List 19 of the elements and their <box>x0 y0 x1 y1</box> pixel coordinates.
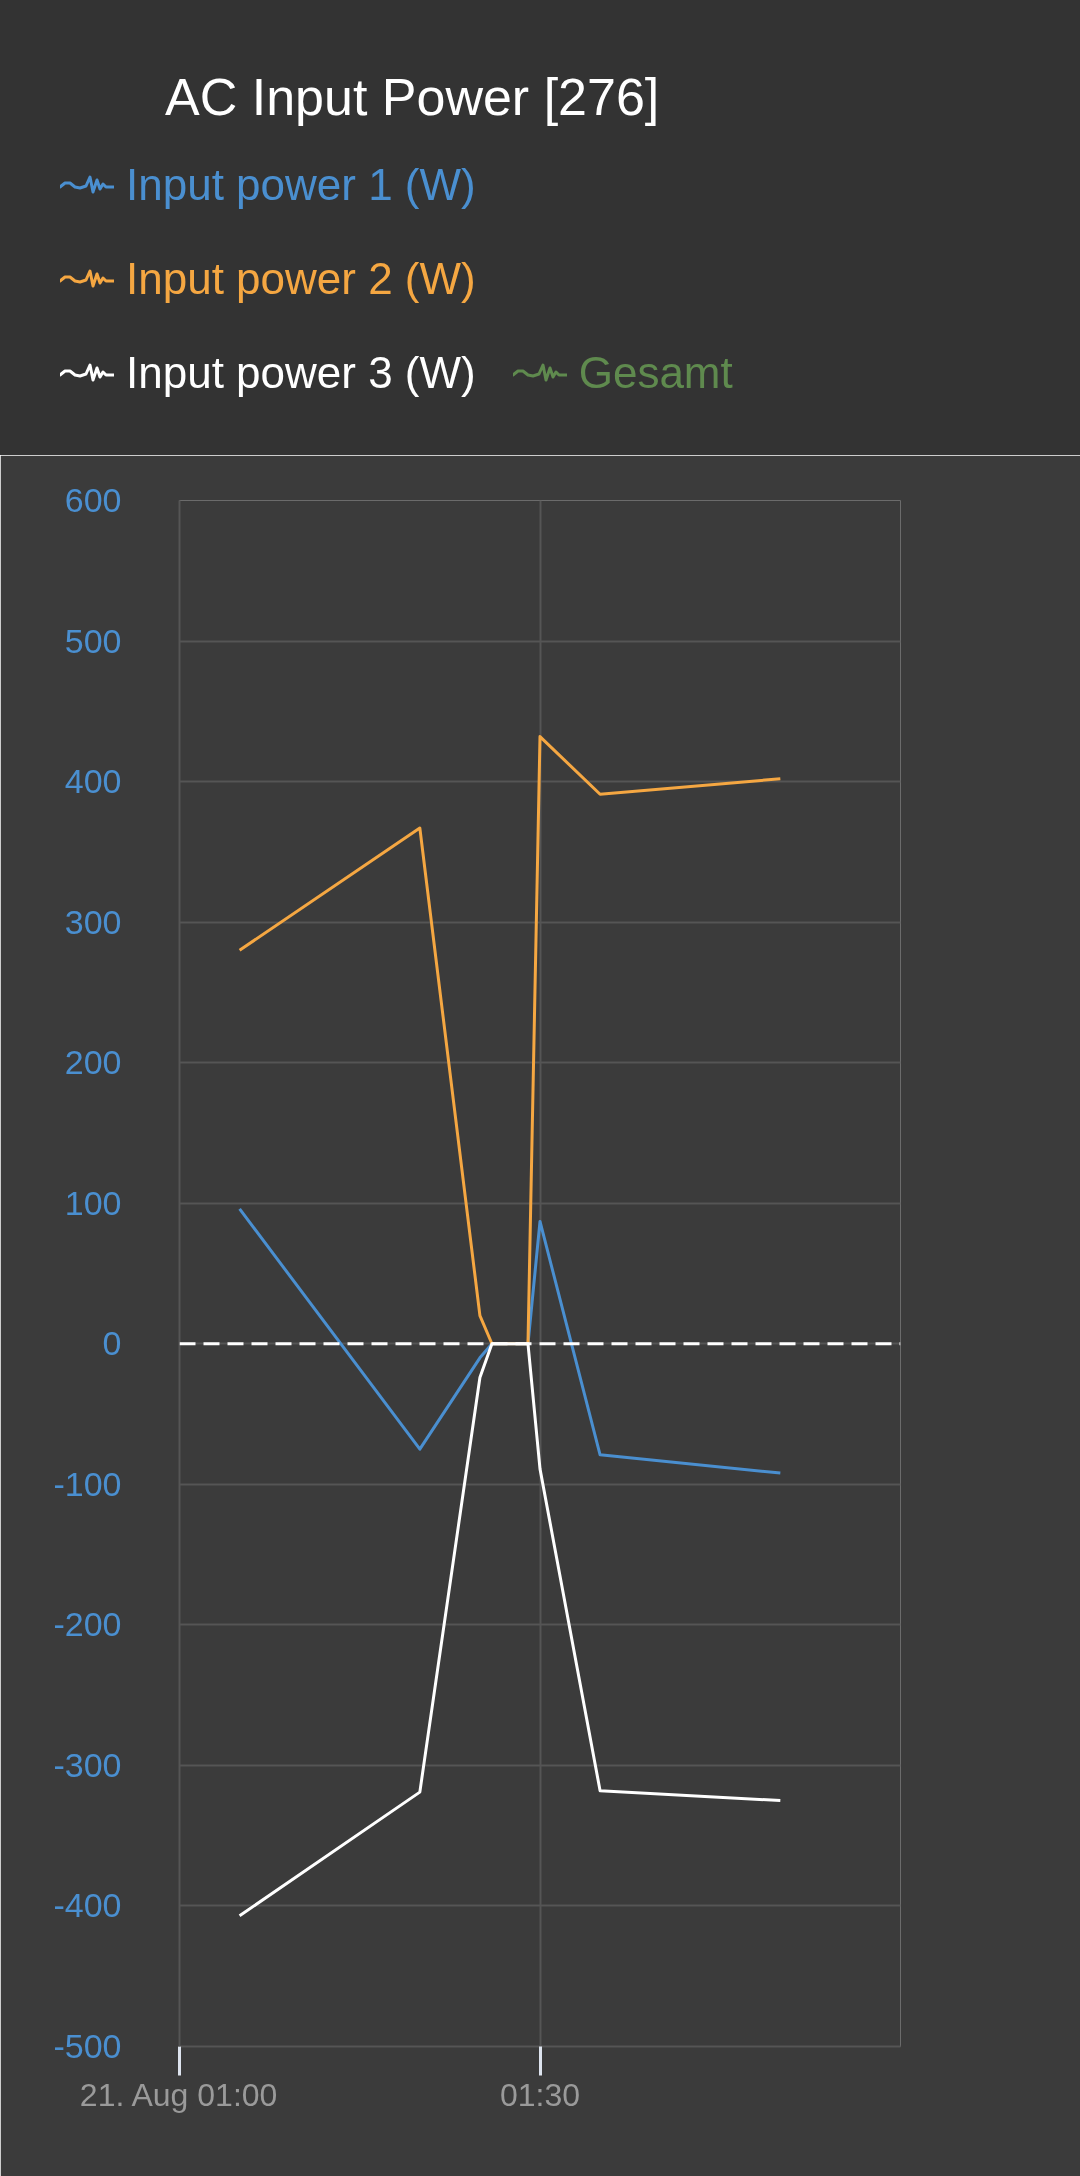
y-tick-label: -500 <box>53 2027 122 2065</box>
y-tick-label: 100 <box>64 1183 122 1222</box>
y-tick-label: 500 <box>64 621 122 660</box>
x-tick-label: 01:30 <box>499 2076 581 2113</box>
x-tick-label: 21. Aug 01:00 <box>79 2076 278 2113</box>
legend-label: Input power 3 (W) <box>126 346 476 399</box>
y-tick-label: -300 <box>53 1745 122 1784</box>
y-tick-label: -200 <box>53 1605 122 1644</box>
y-tick-label: 200 <box>64 1043 122 1082</box>
legend-label: Input power 2 (W) <box>126 252 476 305</box>
y-tick-label: 400 <box>64 762 122 801</box>
legend-label: Input power 1 (W) <box>126 158 476 211</box>
y-tick-label: 600 <box>64 481 122 519</box>
chart-title: AC Input Power [276] <box>165 67 660 128</box>
y-tick-label: -400 <box>53 1886 122 1925</box>
legend-label: Gesamt <box>578 346 733 399</box>
y-tick-label: -100 <box>53 1464 122 1503</box>
y-tick-label: 0 <box>102 1324 122 1363</box>
y-tick-label: 300 <box>64 902 122 941</box>
